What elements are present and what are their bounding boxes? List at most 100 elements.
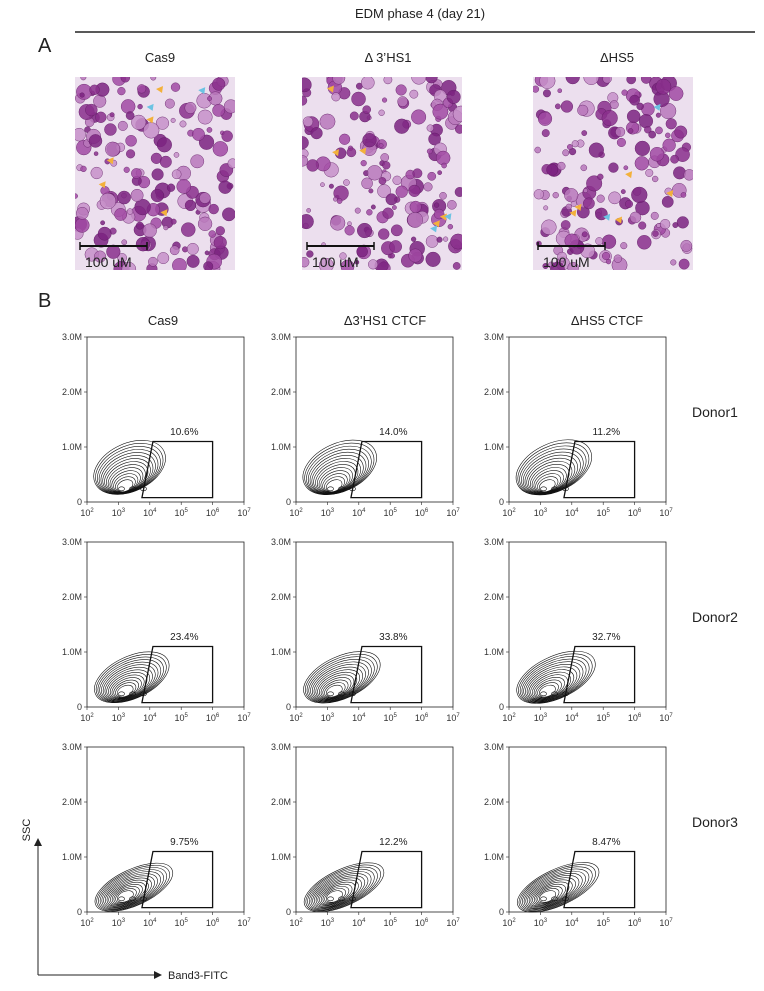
cell <box>432 103 449 120</box>
contour-peak <box>129 896 136 902</box>
arrowhead <box>444 213 452 221</box>
tick-base: 10 <box>321 918 331 928</box>
contour <box>307 866 378 911</box>
tick-exp: 7 <box>247 508 251 514</box>
contour <box>517 442 590 495</box>
cell <box>581 130 588 136</box>
contour <box>99 869 164 910</box>
contour <box>98 867 167 911</box>
contour <box>110 881 146 906</box>
cell <box>672 222 679 229</box>
cell <box>602 252 611 260</box>
cell <box>583 77 600 85</box>
tick-exp: 7 <box>669 713 673 719</box>
contour <box>320 677 352 699</box>
arrowhead <box>625 171 633 179</box>
cell <box>114 208 128 221</box>
x-tick-label: 104 <box>352 713 366 723</box>
tick-base: 10 <box>143 508 153 518</box>
cell <box>680 192 687 198</box>
cell <box>454 187 462 197</box>
contour <box>304 442 375 495</box>
cell <box>683 169 693 181</box>
tick-base: 10 <box>628 713 638 723</box>
y-tick-label: 1.0M <box>484 852 504 862</box>
cell <box>435 150 451 166</box>
y-tick-label: 3.0M <box>271 332 291 342</box>
y-tick-label: 3.0M <box>62 537 82 547</box>
cell <box>166 183 176 192</box>
tick-exp: 2 <box>512 918 516 924</box>
cell <box>170 117 176 123</box>
x-tick-label: 104 <box>352 508 366 518</box>
cell <box>609 100 619 110</box>
contour <box>325 479 343 493</box>
cell <box>437 170 443 175</box>
contour <box>113 886 140 904</box>
cell <box>392 175 402 185</box>
tick-exp: 6 <box>638 508 642 514</box>
contour <box>322 679 349 699</box>
cell <box>192 127 205 141</box>
contour <box>311 454 364 494</box>
cell <box>661 195 674 208</box>
contour-peak <box>129 691 136 697</box>
cell <box>184 199 197 211</box>
cell <box>644 126 652 134</box>
contour <box>104 875 155 908</box>
gate-percentage: 12.2% <box>379 837 407 848</box>
cell <box>596 194 605 203</box>
cell <box>602 77 612 84</box>
cell <box>620 189 626 195</box>
contour <box>103 873 158 909</box>
contour <box>520 866 593 911</box>
cell <box>100 220 106 226</box>
cell <box>349 111 359 121</box>
gate-percentage: 23.4% <box>170 632 198 643</box>
cell <box>333 196 338 202</box>
cell <box>410 236 417 242</box>
tick-exp: 7 <box>247 713 251 719</box>
contour <box>108 879 149 907</box>
tick-exp: 5 <box>394 508 398 514</box>
cell <box>583 197 595 210</box>
cell <box>426 148 433 155</box>
cell <box>169 245 180 256</box>
cell <box>615 126 626 137</box>
cell <box>212 104 226 117</box>
contour <box>537 888 560 904</box>
tick-base: 10 <box>112 918 122 928</box>
contour <box>303 862 385 913</box>
y-tick-label: 0 <box>77 907 82 917</box>
cell <box>443 236 449 242</box>
cell <box>446 89 461 104</box>
x-tick-label: 107 <box>659 713 673 723</box>
contour <box>523 661 584 702</box>
tick-base: 10 <box>289 918 299 928</box>
cell <box>366 209 373 216</box>
x-tick-label: 104 <box>565 918 579 928</box>
cell <box>377 184 391 198</box>
cell <box>428 132 441 146</box>
x-tick-label: 105 <box>384 713 398 723</box>
scale-bar-label: 100 uM <box>312 254 359 270</box>
cell <box>163 225 169 231</box>
x-tick-label: 106 <box>628 508 642 518</box>
tick-exp: 3 <box>122 918 126 924</box>
cell <box>151 168 164 181</box>
cell <box>674 125 688 139</box>
x-tick-label: 104 <box>143 918 157 928</box>
cell <box>340 259 355 270</box>
contour <box>94 862 174 912</box>
contour <box>303 651 381 704</box>
arrowhead <box>666 189 674 197</box>
cell <box>552 192 559 199</box>
cell <box>361 177 373 190</box>
cell <box>441 162 447 169</box>
cell <box>560 100 574 113</box>
cell <box>395 84 407 96</box>
cell <box>652 175 659 183</box>
cell <box>676 216 689 229</box>
tick-exp: 3 <box>544 508 548 514</box>
